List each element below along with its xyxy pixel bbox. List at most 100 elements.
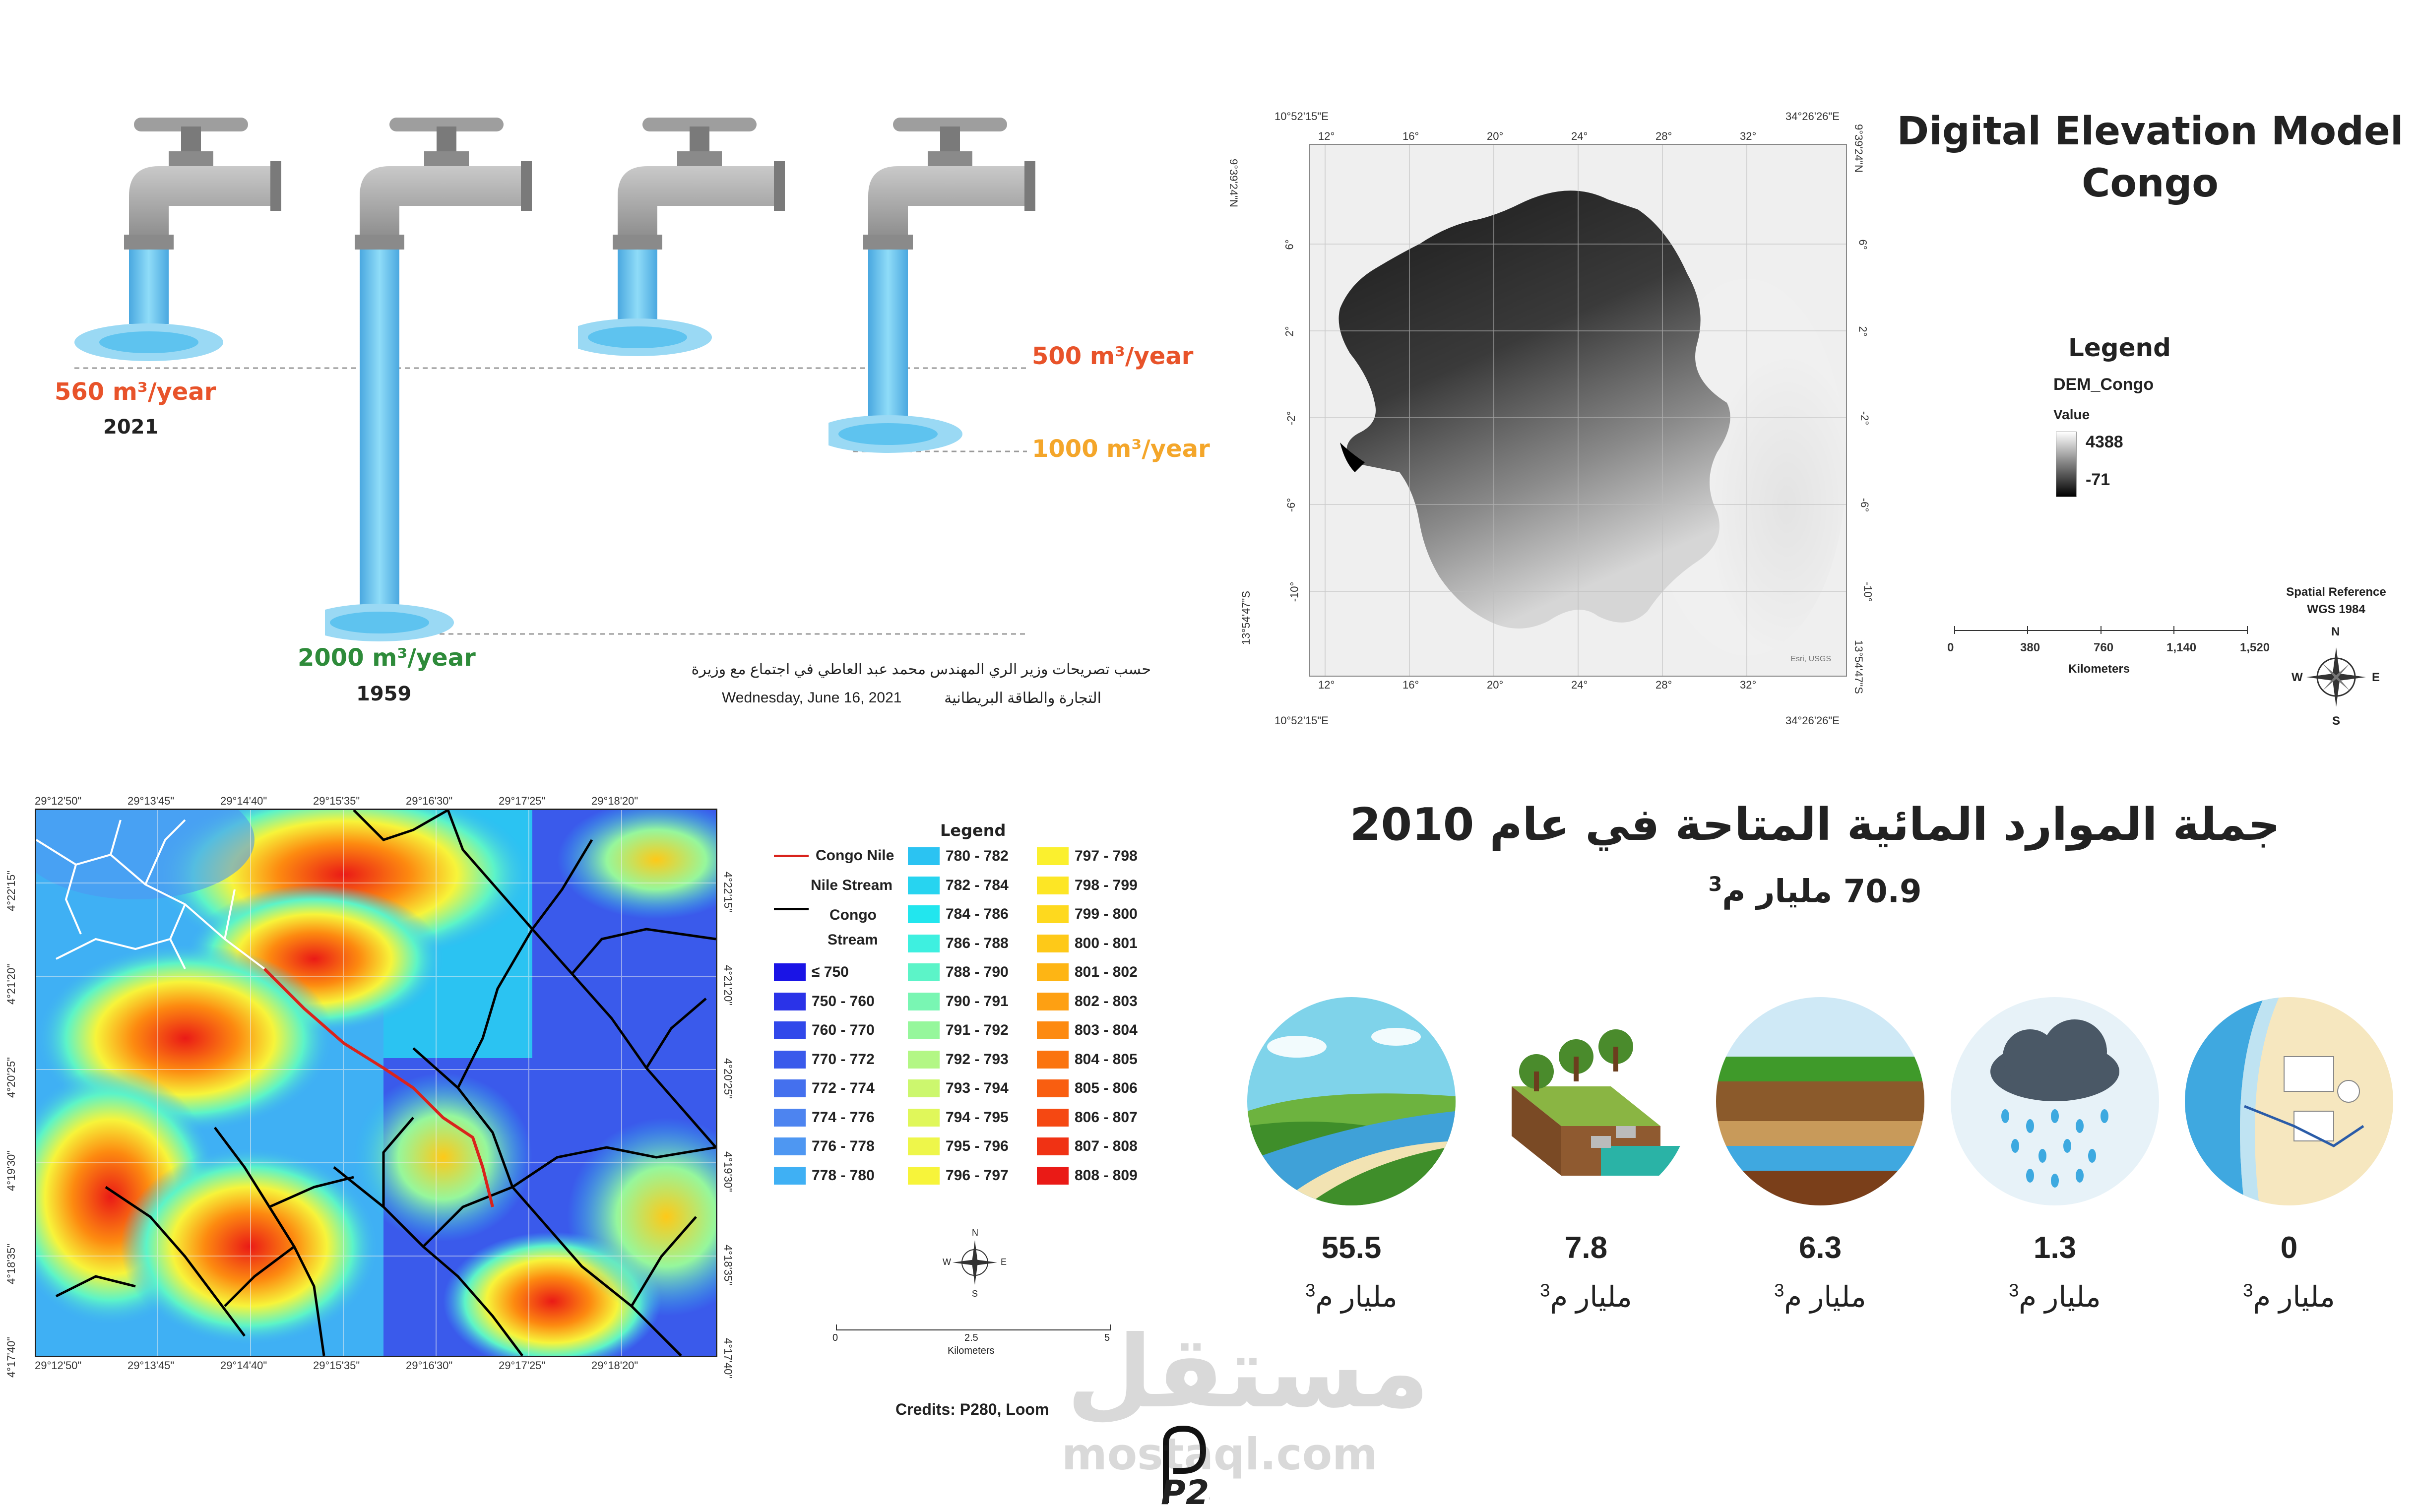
legend-swatch (1037, 992, 1069, 1010)
legend-class-item: 798 - 799 (1037, 876, 1138, 894)
mostaql-watermark: مستقل mostaql.com (1047, 1315, 1429, 1493)
stream-scale-tick-1: 2.5 (964, 1332, 978, 1343)
resource-unit-sup: 3 (2009, 1280, 2019, 1301)
legend-swatch (908, 934, 940, 952)
stream-coord-left: 4°21'20" (5, 964, 17, 1005)
drainage-reuse-icon (1482, 997, 1690, 1205)
legend-class-item: 796 - 797 (908, 1166, 1009, 1185)
stream-coord-left: 4°18'35" (5, 1244, 17, 1284)
stream-coord-bottom: 29°16'30" (406, 1359, 453, 1372)
legend-class-item: 794 - 795 (908, 1108, 1009, 1127)
legend-congo-stream-label2: Stream (828, 932, 878, 948)
legend-swatch (1037, 876, 1069, 894)
legend-swatch (774, 1079, 806, 1097)
legend-swatch (908, 1137, 940, 1155)
dem-scale-unit: Kilometers (2068, 662, 2130, 676)
stream-coord-top: 29°13'45" (127, 795, 175, 807)
resource-unit: مليار م3 (1716, 1280, 1924, 1314)
resource-unit-text: مليار م (1550, 1281, 1632, 1313)
credits-text: Credits: P280, Loom (895, 1400, 1049, 1418)
legend-swatch (774, 1137, 806, 1155)
stream-scale-bar (836, 1324, 1111, 1330)
legend-swatch (774, 1108, 806, 1127)
legend-swatch (774, 1166, 806, 1185)
dem-lat-tick: -6° (1858, 498, 1871, 512)
dem-lat-tick: -6° (1285, 498, 1298, 512)
stream-scale-unit: Kilometers (948, 1345, 995, 1356)
legend-congo-stream (774, 908, 816, 910)
legend-class-item: 804 - 805 (1037, 1050, 1138, 1069)
legend-class-label: 760 - 770 (812, 1022, 875, 1038)
groundwater-icon (1716, 997, 1924, 1205)
legend-black-line-icon (774, 908, 809, 910)
legend-swatch (908, 905, 940, 923)
dem-coord-bottom-left: 10°52'15"E (1274, 714, 1329, 727)
legend-class-item: 800 - 801 (1037, 934, 1138, 952)
dem-lon-tick: 32° (1740, 679, 1757, 691)
water-share-panel: 560 m³/year 2021 500 m³/year 1000 m³/yea… (0, 0, 1210, 734)
dem-legend-max: 4388 (2086, 433, 2123, 451)
legend-class-label: 795 - 796 (946, 1138, 1009, 1154)
dem-map-credit: Esri, USGS (1790, 655, 1831, 663)
dem-lon-tick: 32° (1740, 130, 1757, 142)
legend-swatch (1037, 847, 1069, 865)
stream-compass: N S W E (940, 1225, 1010, 1300)
resource-value: 0 (2280, 1231, 2298, 1265)
dem-lon-tick: 16° (1402, 130, 1419, 142)
congo-nile-line (263, 967, 494, 1207)
resource-unit-text: مليار م (2253, 1281, 2335, 1313)
legend-class-label: 788 - 790 (946, 964, 1009, 980)
dem-lat-tick: 2° (1283, 326, 1296, 337)
legend-class-item: 774 - 776 (774, 1108, 875, 1127)
legend-class-item: 784 - 786 (908, 905, 1009, 923)
dem-compass-n: N (2331, 625, 2340, 638)
stream-compass-n: N (972, 1228, 978, 1238)
compass-rose-icon (953, 1240, 997, 1285)
legend-swatch (908, 1021, 940, 1039)
dem-scale-tick-label: 0 (1947, 641, 1954, 654)
legend-swatch (1037, 934, 1069, 952)
legend-class-label: 786 - 788 (946, 935, 1009, 951)
legend-swatch (908, 1050, 940, 1069)
dem-scale-tick-label: 760 (2094, 641, 2114, 654)
year-1959-label: 1959 (356, 683, 412, 705)
tap-1000-icon (828, 118, 1035, 453)
legend-swatch (1037, 1079, 1069, 1097)
resource-unit-text: مليار م (1315, 1281, 1398, 1313)
legend-class-label: ≤ 750 (812, 964, 849, 980)
stream-coord-bottom: 29°12'50" (35, 1359, 82, 1372)
legend-class-label: 798 - 799 (1075, 877, 1138, 893)
stream-coord-top: 29°16'30" (406, 795, 453, 807)
resource-unit-sup: 3 (1540, 1280, 1550, 1301)
dem-scale-tick-label: 1,140 (2166, 641, 2197, 654)
stream-compass-s: S (972, 1289, 978, 1299)
dem-coord-top-left: 10°52'15"E (1274, 110, 1329, 123)
stream-map-frame (35, 809, 717, 1357)
dem-layer-name: DEM_Congo (2053, 375, 2154, 394)
legend-class-item: 797 - 798 (1037, 847, 1138, 865)
legend-class-item: 805 - 806 (1037, 1079, 1138, 1097)
legend-class-label: 805 - 806 (1075, 1080, 1138, 1096)
value-500-label: 500 m³/year (1032, 342, 1194, 370)
legend-class-label: 806 - 807 (1075, 1109, 1138, 1126)
p280-logo-text: P280 (1161, 1473, 1210, 1512)
dem-lon-tick: 24° (1571, 130, 1588, 142)
dem-scale-tick-label: 1,520 (2240, 641, 2270, 654)
stream-coord-top: 29°15'35" (313, 795, 360, 807)
stream-scale-tick-2: 5 (1104, 1332, 1110, 1343)
dem-lat-tick: -2° (1285, 411, 1298, 426)
stream-panel: 29°12'50" 29°13'45" 29°14'40" 29°15'35" 29°1… (0, 764, 1210, 1512)
dem-compass-e: E (2372, 671, 2380, 684)
p280-logo: P280 (1151, 1424, 1210, 1512)
legend-class-item: 770 - 772 (774, 1050, 875, 1069)
legend-swatch (908, 1108, 940, 1127)
legend-swatch (1037, 1108, 1069, 1127)
dem-scale-tick-mark (2027, 626, 2028, 634)
dem-coord-left-bottom: 13°54'47"S (1240, 591, 1252, 645)
legend-congo-nile: Congo Nile (774, 847, 894, 864)
legend-class-item: 806 - 807 (1037, 1108, 1138, 1127)
dem-congo-panel: Esri, USGS 10°52'15"E 34°26'26"E 10°52'1… (1210, 0, 2420, 734)
dem-map-frame: Esri, USGS (1309, 144, 1847, 677)
dem-lat-tick: 6° (1856, 239, 1869, 250)
water-resources-panel: جملة الموارد المائية المتاحة في عام 2010… (1210, 764, 2420, 1512)
